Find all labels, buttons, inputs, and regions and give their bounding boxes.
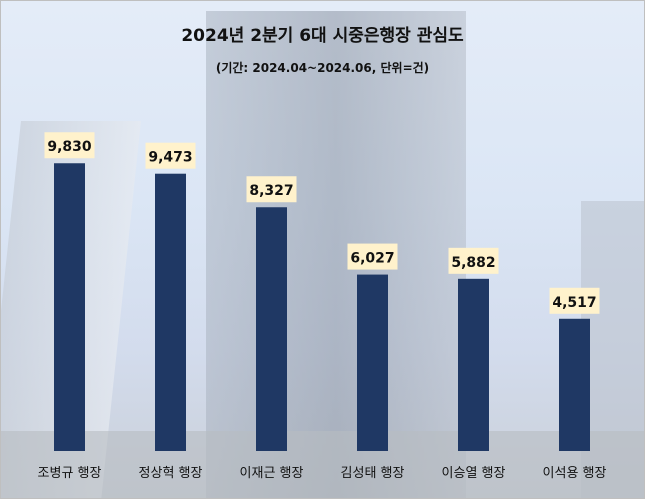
- background-street: [1, 431, 644, 498]
- x-tick-label: 김성태 행장: [341, 465, 405, 481]
- data-label: 6,027: [350, 251, 394, 267]
- data-label: 4,517: [552, 295, 596, 311]
- data-label: 5,882: [451, 255, 495, 271]
- x-tick-label: 이재근 행장: [240, 465, 304, 481]
- x-tick-label: 이석용 행장: [543, 465, 607, 481]
- x-tick-label: 이승열 행장: [442, 465, 506, 481]
- data-label: 9,830: [47, 139, 92, 155]
- x-tick-label: 조병규 행장: [38, 465, 102, 481]
- bar: [256, 207, 287, 451]
- bar: [559, 318, 590, 451]
- bar: [54, 163, 85, 451]
- background-tower-center: [206, 11, 466, 498]
- data-label-bg: [549, 287, 600, 314]
- data-label-bg: [44, 132, 95, 159]
- data-label-bg: [145, 142, 196, 169]
- data-label-bg: [448, 247, 499, 274]
- bar: [155, 173, 186, 451]
- chart-title: 2024년 2분기 6대 시중은행장 관심도: [181, 26, 464, 46]
- data-label-bg: [246, 176, 297, 203]
- bar: [458, 278, 489, 451]
- data-label: 9,473: [148, 150, 192, 166]
- data-label-bg: [347, 243, 398, 270]
- chart-subtitle: (기간: 2024.04~2024.06, 단위=건): [215, 61, 430, 75]
- x-tick-label: 정상혁 행장: [139, 465, 203, 481]
- bar: [357, 274, 388, 451]
- data-label: 8,327: [249, 183, 293, 199]
